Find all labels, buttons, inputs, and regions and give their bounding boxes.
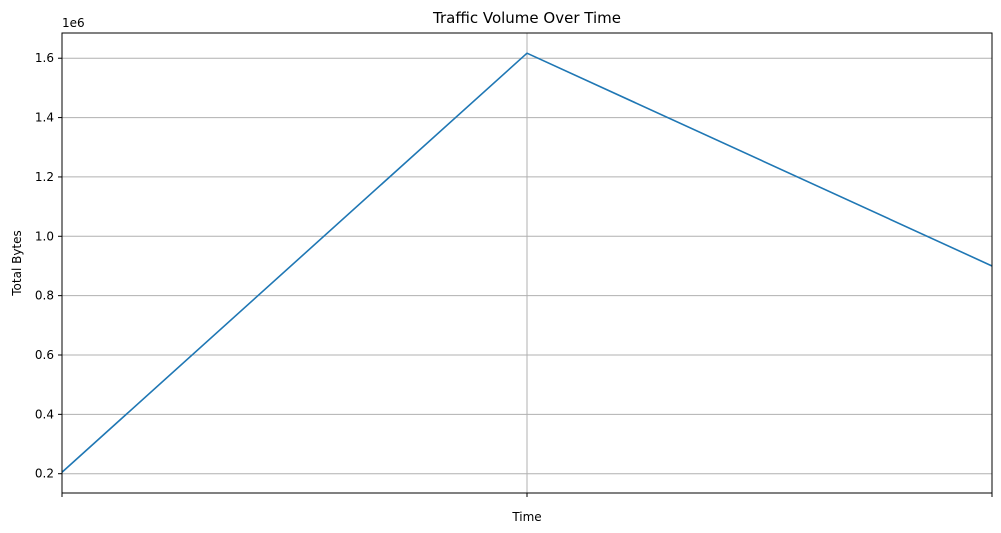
y-tick-label: 1.2: [35, 170, 54, 184]
y-tick-label: 0.4: [35, 407, 54, 421]
grid-layer: [61, 33, 993, 493]
y-tick-label: 1.0: [35, 229, 54, 243]
y-tick-label: 1.4: [35, 111, 54, 125]
y-tick-label: 0.2: [35, 467, 54, 481]
tick-layer: 0.2 0.4 0.6 0.8 1.0 1.2 1.4 1.6: [35, 51, 993, 497]
y-tick-label: 0.8: [35, 289, 54, 303]
x-axis-label: Time: [511, 510, 541, 524]
y-tick-label: 0.6: [35, 348, 54, 362]
y-axis-offset-label: 1e6: [62, 16, 85, 30]
y-tick-label: 1.6: [35, 51, 54, 65]
chart-title: Traffic Volume Over Time: [432, 9, 621, 27]
series-line-0: [61, 52, 993, 473]
y-axis-label: Total Bytes: [10, 230, 24, 297]
series-layer: [61, 52, 993, 473]
